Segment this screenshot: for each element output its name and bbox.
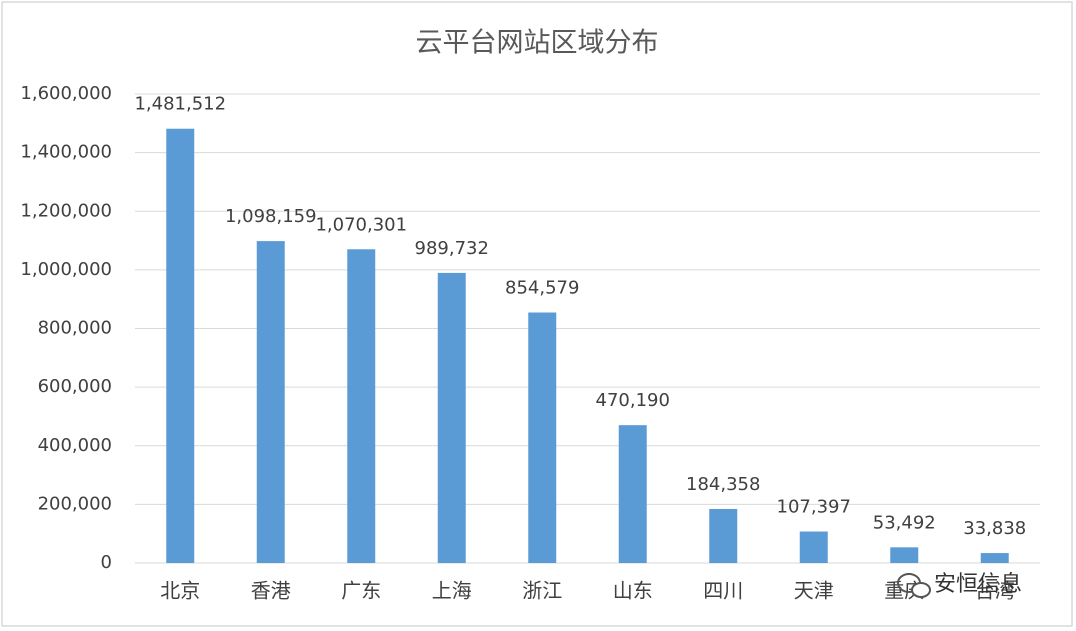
value-label: 854,579 [505,278,579,299]
value-label: 33,838 [963,518,1026,539]
bar [799,531,828,563]
x-tick-label: 浙江 [522,579,562,603]
value-label: 989,732 [415,238,489,259]
bar [256,241,285,563]
bar [347,249,376,564]
bars: 北京 1,481,512 香港 1,098,159 广东 1,070,301 上海 989,7… [134,94,1026,603]
value-label: 1,481,512 [134,94,226,115]
bar [166,128,195,563]
x-tick-label: 香港 [251,579,291,603]
value-label: 470,190 [596,390,670,411]
bar [437,272,466,563]
y-tick-label: 200,000 [38,493,112,514]
value-label: 184,358 [686,474,760,495]
chart-title: 云平台网站区域分布 [416,28,659,59]
y-tick-label: 600,000 [38,376,112,397]
x-tick-label: 天津 [794,579,834,603]
y-tick-label: 1,200,000 [20,200,112,221]
bar [709,508,738,563]
bar [618,425,647,563]
bar [890,547,919,563]
watermark: 安恒信息 [897,572,1022,598]
x-tick-label: 台湾 [975,579,1015,603]
value-label: 1,070,301 [315,214,407,235]
watermark-text: 安恒信息 [934,572,1022,597]
bar [528,312,557,563]
y-tick-label: 0 [101,552,112,573]
y-tick-label: 1,600,000 [20,83,112,104]
x-tick-label: 广东 [341,579,381,603]
x-tick-label: 山东 [613,579,653,603]
x-tick-label: 四川 [703,579,743,603]
bar [980,553,1009,563]
y-tick-label: 800,000 [38,318,112,339]
y-tick-label: 400,000 [38,435,112,456]
value-label: 1,098,159 [225,206,317,227]
watermark-icon [911,582,931,598]
y-tick-label: 1,000,000 [20,259,112,280]
value-label: 53,492 [873,512,936,533]
x-tick-label: 北京 [160,579,200,603]
y-tick-label: 1,400,000 [20,142,112,163]
x-tick-label: 上海 [432,579,472,603]
grid: 0 200,000 400,000 600,000 800,000 1,000,000 1,… [20,83,1040,573]
value-label: 107,397 [777,497,851,518]
